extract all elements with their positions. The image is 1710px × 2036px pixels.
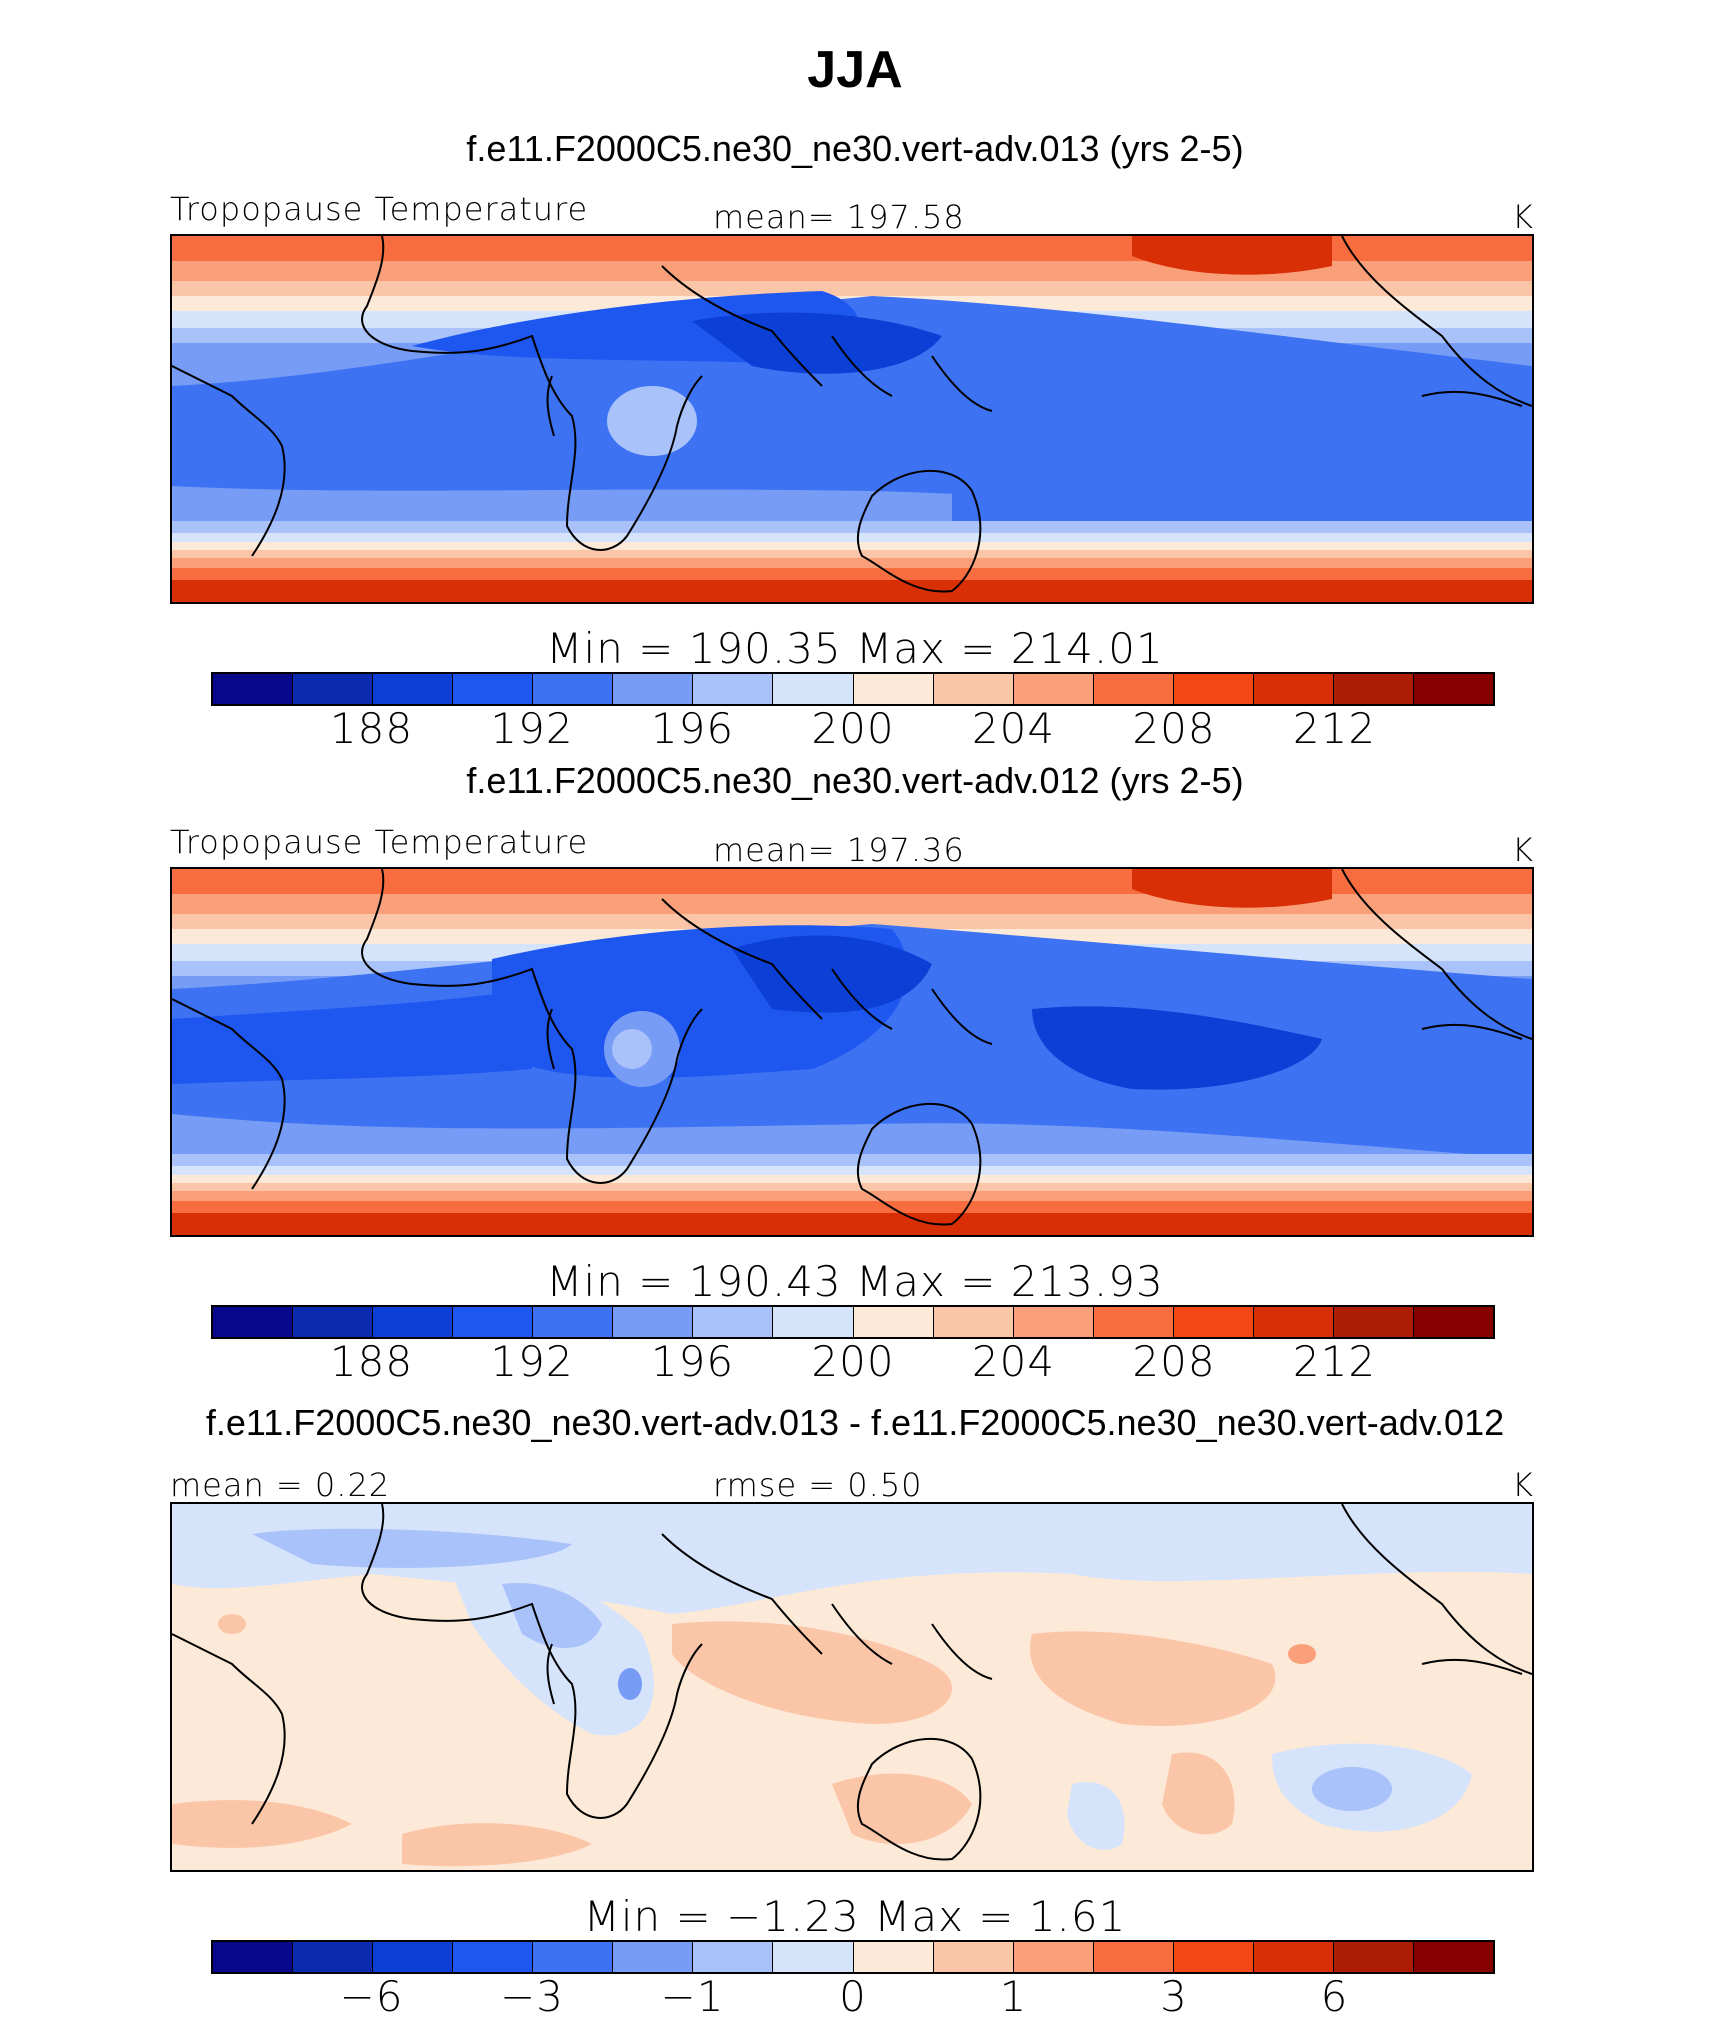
- colorbar-swatch: [1253, 1307, 1334, 1337]
- colorbar-swatch: [213, 674, 294, 704]
- colorbar-tick-label: 6: [1320, 1972, 1349, 2021]
- colorbar-swatch: [933, 1942, 1014, 1972]
- colorbar-swatch: [613, 1942, 694, 1972]
- panel-3-colorbar: [211, 1940, 1495, 1974]
- panel-2-title: f.e11.F2000C5.ne30_ne30.vert-adv.012 (yr…: [466, 760, 1244, 801]
- colorbar-swatch: [1333, 1942, 1414, 1972]
- colorbar-tick-label: 192: [490, 704, 574, 753]
- colorbar-swatch: [1253, 1942, 1334, 1972]
- colorbar-swatch: [933, 1307, 1014, 1337]
- panel-2-contour-field: [172, 869, 1532, 1235]
- colorbar-tick-label: 212: [1292, 1337, 1377, 1386]
- colorbar-tick-label: 0: [839, 1972, 867, 2021]
- colorbar-tick-label: 208: [1132, 704, 1216, 753]
- panel-2-colorbar: [211, 1305, 1495, 1339]
- colorbar-swatch: [1253, 674, 1334, 704]
- panel-3-contour-field: [172, 1504, 1532, 1870]
- colorbar-swatch: [1173, 1942, 1254, 1972]
- colorbar-swatch: [693, 1307, 774, 1337]
- colorbar-swatch: [373, 1942, 454, 1972]
- colorbar-swatch: [1413, 1307, 1493, 1337]
- panel-3-mean-label: mean = 0.22: [170, 1466, 391, 1504]
- panel-3-map: [170, 1502, 1534, 1872]
- colorbar-swatch: [1013, 674, 1094, 704]
- panel-2-map: [170, 867, 1534, 1237]
- colorbar-tick-label: −1: [660, 1972, 725, 2021]
- panel-2-mean-label: mean= 197.36: [713, 831, 965, 869]
- colorbar-tick-label: 200: [811, 704, 895, 753]
- panel-1-variable-label: Tropopause Temperature: [170, 190, 589, 228]
- colorbar-swatch: [453, 1307, 534, 1337]
- colorbar-swatch: [1013, 1942, 1094, 1972]
- colorbar-tick-label: 208: [1132, 1337, 1216, 1386]
- colorbar-swatch: [293, 1942, 374, 1972]
- panel-3-units: K: [1512, 1466, 1534, 1504]
- colorbar-swatch: [533, 1942, 614, 1972]
- panel-2-colorbar-ticks: 188 192 196 200 204 208 212: [211, 1337, 1495, 1387]
- panel-3-minmax: Min = −1.23 Max = 1.61: [583, 1892, 1127, 1941]
- colorbar-swatch: [853, 1307, 934, 1337]
- colorbar-swatch: [933, 674, 1014, 704]
- colorbar-swatch: [773, 1942, 854, 1972]
- colorbar-swatch: [1173, 1307, 1254, 1337]
- colorbar-swatch: [613, 674, 694, 704]
- colorbar-swatch: [1413, 674, 1493, 704]
- colorbar-swatch: [1333, 674, 1414, 704]
- panel-2-variable-label: Tropopause Temperature: [170, 823, 589, 861]
- panel-1-map: [170, 234, 1534, 604]
- panel-3-colorbar-ticks: −6 −3 −1 0 1 3 6: [211, 1972, 1495, 2022]
- colorbar-swatch: [453, 1942, 534, 1972]
- colorbar-swatch: [373, 1307, 454, 1337]
- colorbar-swatch: [853, 1942, 934, 1972]
- colorbar-swatch: [773, 1307, 854, 1337]
- colorbar-swatch: [1413, 1942, 1493, 1972]
- panel-2-minmax: Min = 190.43 Max = 213.93: [546, 1257, 1164, 1306]
- colorbar-tick-label: 204: [971, 1337, 1056, 1386]
- panel-1-units: K: [1512, 198, 1534, 236]
- colorbar-swatch: [693, 1942, 774, 1972]
- colorbar-swatch: [1333, 1307, 1414, 1337]
- colorbar-tick-label: 212: [1292, 704, 1377, 753]
- colorbar-tick-label: 3: [1160, 1972, 1188, 2021]
- colorbar-swatch: [1173, 674, 1254, 704]
- colorbar-swatch: [853, 674, 934, 704]
- colorbar-swatch: [453, 674, 534, 704]
- colorbar-swatch: [1093, 1942, 1174, 1972]
- colorbar-swatch: [1093, 674, 1174, 704]
- panel-1-minmax: Min = 190.35 Max = 214.01: [546, 624, 1164, 673]
- colorbar-tick-label: 1: [999, 1972, 1028, 2021]
- colorbar-swatch: [613, 1307, 694, 1337]
- panel-2-units: K: [1512, 831, 1534, 869]
- colorbar-swatch: [293, 674, 374, 704]
- figure-title: JJA: [807, 41, 903, 99]
- colorbar-tick-label: 188: [329, 1337, 414, 1386]
- colorbar-swatch: [213, 1307, 294, 1337]
- colorbar-tick-label: 200: [811, 1337, 895, 1386]
- colorbar-tick-label: 196: [650, 704, 735, 753]
- colorbar-tick-label: 196: [650, 1337, 735, 1386]
- panel-1-title: f.e11.F2000C5.ne30_ne30.vert-adv.013 (yr…: [466, 128, 1244, 169]
- colorbar-swatch: [1093, 1307, 1174, 1337]
- colorbar-swatch: [533, 674, 614, 704]
- panel-1-colorbar-ticks: 188 192 196 200 204 208 212: [211, 704, 1495, 754]
- colorbar-tick-label: −6: [339, 1972, 404, 2021]
- colorbar-swatch: [373, 674, 454, 704]
- colorbar-swatch: [1013, 1307, 1094, 1337]
- colorbar-swatch: [293, 1307, 374, 1337]
- colorbar-swatch: [773, 674, 854, 704]
- panel-1-contour-field: [172, 236, 1532, 602]
- colorbar-swatch: [693, 674, 774, 704]
- colorbar-tick-label: 192: [490, 1337, 574, 1386]
- panel-1-mean-label: mean= 197.58: [713, 198, 965, 236]
- colorbar-tick-label: 204: [971, 704, 1056, 753]
- colorbar-tick-label: 188: [329, 704, 414, 753]
- colorbar-swatch: [533, 1307, 614, 1337]
- panel-3-title: f.e11.F2000C5.ne30_ne30.vert-adv.013 - f…: [205, 1402, 1505, 1443]
- panel-1-colorbar: [211, 672, 1495, 706]
- panel-3-rmse-label: rmse = 0.50: [713, 1466, 923, 1504]
- colorbar-swatch: [213, 1942, 294, 1972]
- colorbar-tick-label: −3: [500, 1972, 564, 2021]
